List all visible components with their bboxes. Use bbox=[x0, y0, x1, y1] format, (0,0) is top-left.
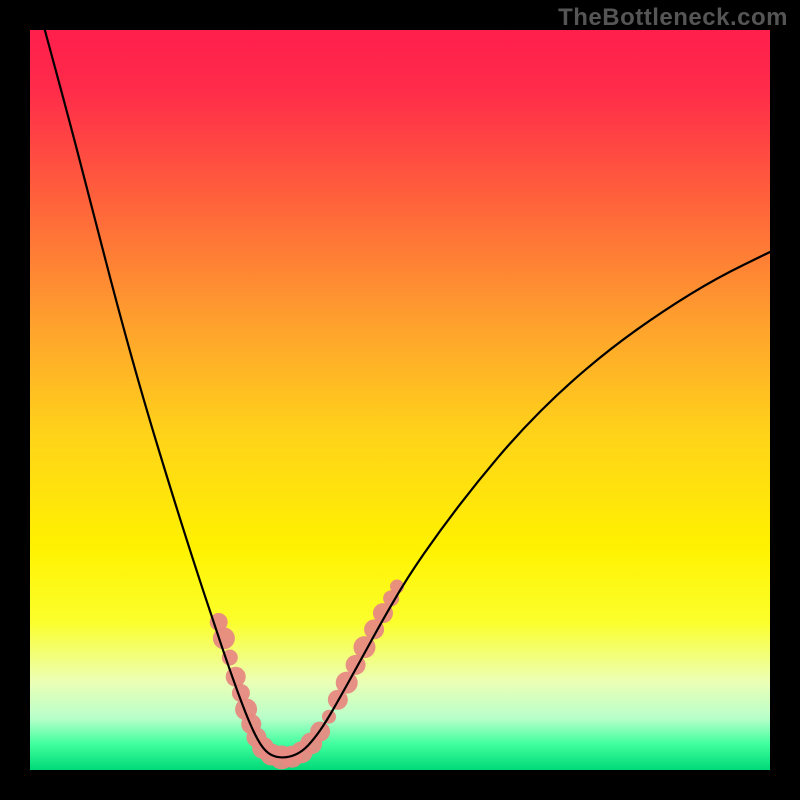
plot-svg bbox=[30, 30, 770, 770]
chart-frame: TheBottleneck.com bbox=[0, 0, 800, 800]
gradient-background bbox=[30, 30, 770, 770]
plot-area bbox=[30, 30, 770, 770]
marker-dot bbox=[336, 672, 358, 694]
watermark-text: TheBottleneck.com bbox=[558, 4, 788, 32]
